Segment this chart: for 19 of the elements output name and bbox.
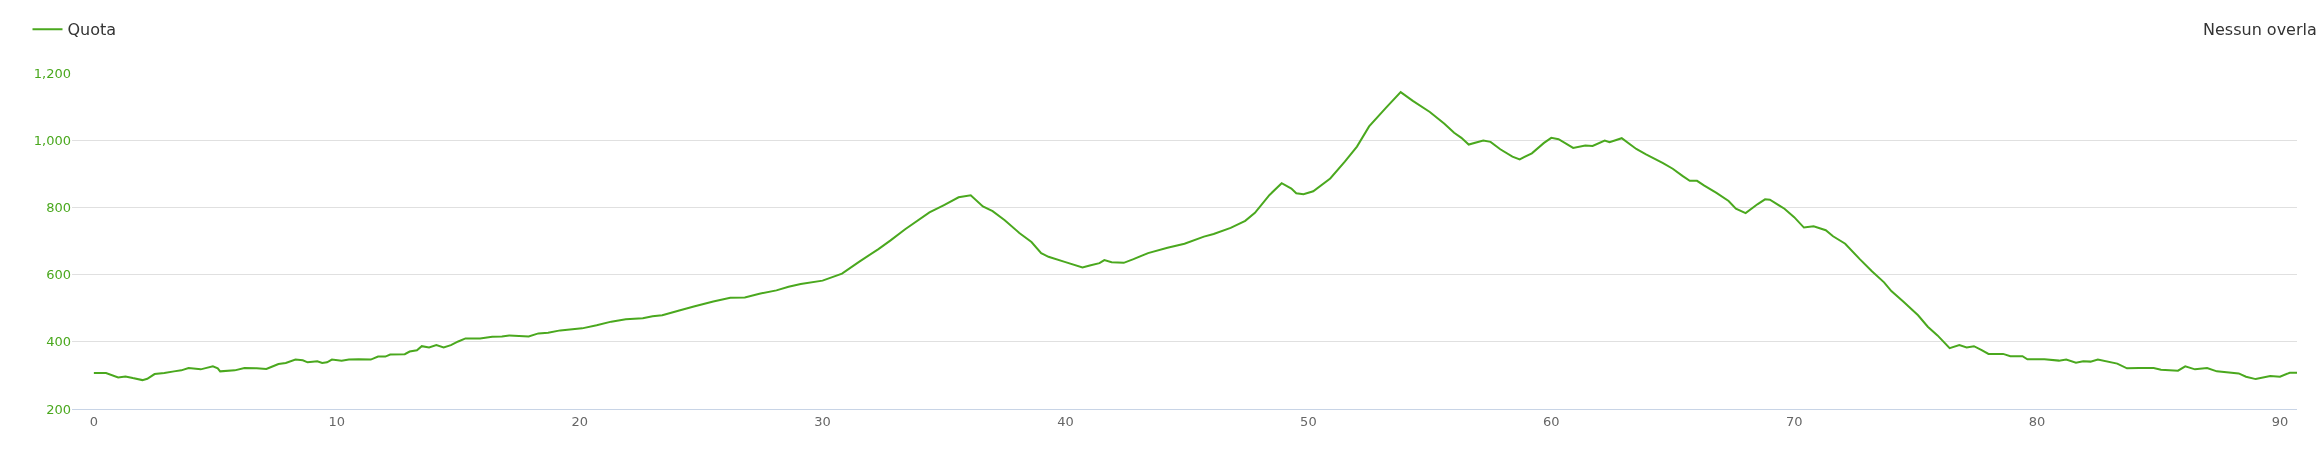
y-tick-label: 400 <box>46 334 71 350</box>
x-tick-label: 40 <box>1057 413 1074 429</box>
x-tick-label: 70 <box>1785 413 1803 429</box>
legend-label: Quota <box>67 20 117 40</box>
x-tick-label: 20 <box>571 413 588 429</box>
x-tick-label: 30 <box>814 413 831 429</box>
y-tick-label: 600 <box>46 267 71 283</box>
x-tick-label: 90 <box>2271 413 2289 429</box>
y-tick-label: 1,200 <box>33 65 71 81</box>
y-tick-label: 200 <box>46 401 71 417</box>
x-tick-label: 0 <box>89 413 98 429</box>
y-tick-label: 1,000 <box>33 132 71 148</box>
x-tick-label: 50 <box>1300 413 1317 429</box>
y-tick-label: 800 <box>46 199 71 215</box>
line-series <box>92 91 2297 382</box>
x-tick-label: 60 <box>1543 413 1560 429</box>
text: Nessun overla <box>2203 20 2317 39</box>
x-tick-label: 10 <box>328 413 346 429</box>
x-tick-label: 80 <box>2028 413 2046 429</box>
